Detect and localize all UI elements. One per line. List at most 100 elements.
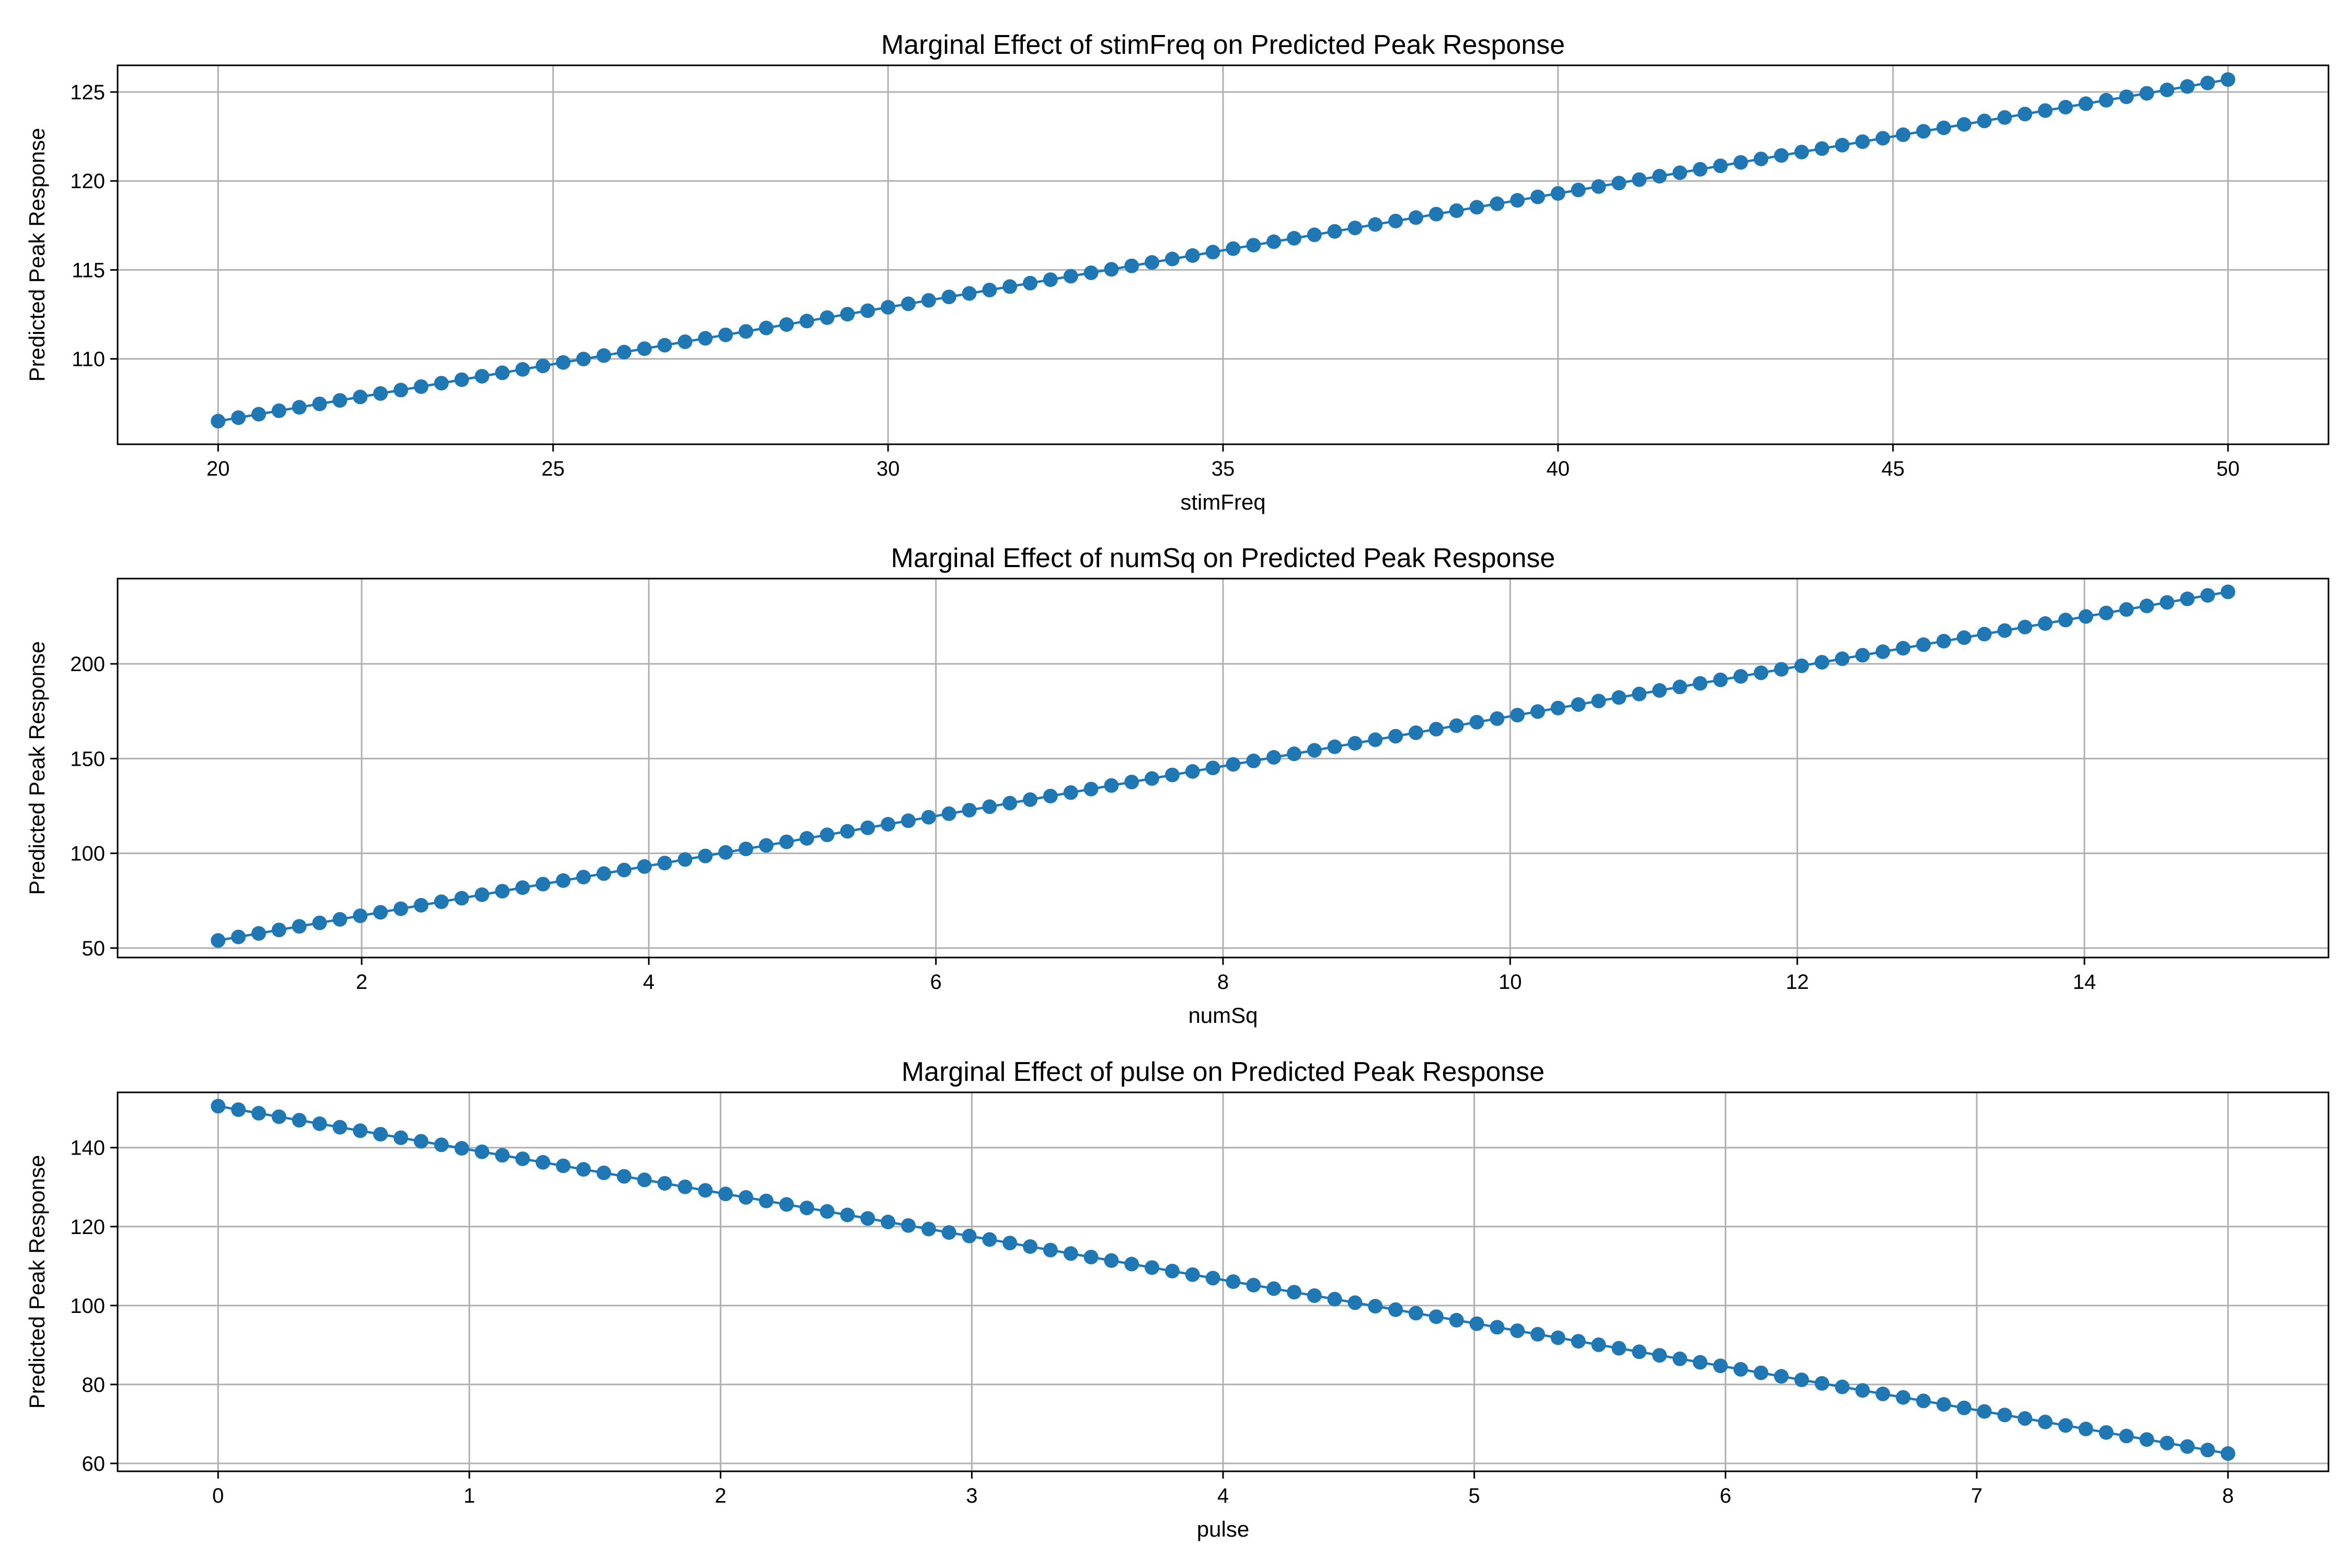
axes-frame	[117, 578, 2330, 959]
data-point	[1368, 217, 1383, 232]
data-point	[2220, 1446, 2235, 1461]
data-point	[1083, 1250, 1099, 1265]
data-point	[1205, 245, 1220, 260]
data-point	[1145, 255, 1159, 270]
data-point	[454, 1141, 469, 1156]
data-point	[1835, 137, 1850, 153]
data-point	[1936, 1397, 1951, 1412]
series	[211, 584, 2235, 948]
data-point	[1673, 165, 1687, 180]
data-point	[617, 862, 632, 878]
data-point	[1063, 785, 1078, 800]
data-point	[901, 1218, 916, 1233]
data-point	[921, 1221, 936, 1237]
data-point	[1165, 1263, 1180, 1278]
data-point	[657, 1176, 672, 1191]
data-point	[1550, 186, 1565, 201]
x-tick-label: 20	[206, 457, 230, 480]
data-point	[434, 376, 449, 391]
data-point	[1571, 697, 1586, 712]
data-point	[495, 365, 510, 381]
data-point	[962, 803, 977, 818]
x-tick-label: 35	[1212, 457, 1235, 480]
x-tick-label: 1	[464, 1484, 475, 1507]
data-point	[1409, 1306, 1423, 1321]
data-point	[677, 334, 693, 349]
data-point	[1388, 1302, 1403, 1317]
data-point	[1347, 221, 1363, 236]
data-point	[1692, 162, 1708, 177]
data-point	[556, 355, 571, 370]
x-tick-label: 14	[2073, 971, 2096, 994]
data-point	[1875, 644, 1890, 659]
data-point	[2119, 1428, 2134, 1444]
data-point	[2078, 609, 2093, 624]
data-point	[1774, 662, 1789, 677]
data-point	[515, 1151, 530, 1167]
x-axis-label: stimFreq	[1180, 490, 1265, 514]
chart-title: Marginal Effect of stimFreq on Predicted…	[881, 30, 1565, 60]
y-tick-label: 200	[70, 653, 105, 676]
data-point	[413, 898, 429, 913]
data-point	[1165, 251, 1180, 267]
x-tick-label: 12	[1785, 971, 1809, 994]
subplot-stimfreq: Marginal Effect of stimFreq on Predicted…	[25, 30, 2330, 514]
data-point	[1530, 189, 1546, 204]
data-point	[1997, 1408, 2012, 1423]
data-point	[1956, 630, 1971, 645]
data-point	[617, 344, 632, 360]
data-point	[698, 848, 713, 863]
data-point	[1652, 1348, 1667, 1363]
data-point	[1571, 1334, 1586, 1349]
x-tick-label: 6	[930, 971, 942, 994]
data-point	[1794, 658, 1809, 673]
data-point	[840, 307, 855, 322]
data-point	[535, 359, 550, 374]
data-point	[617, 1169, 632, 1184]
data-point	[840, 1207, 855, 1223]
data-point	[1124, 258, 1139, 273]
data-point	[2160, 1435, 2175, 1450]
y-tick-label: 150	[70, 747, 105, 770]
data-point	[576, 1162, 591, 1177]
data-point	[779, 834, 794, 849]
data-point	[982, 799, 997, 814]
data-point	[1673, 679, 1687, 695]
data-point	[1875, 131, 1890, 146]
data-point	[1855, 134, 1870, 149]
x-tick-label: 50	[2216, 457, 2240, 480]
data-point	[1287, 1285, 1301, 1300]
x-tick-label: 0	[212, 1484, 224, 1507]
data-point	[1530, 704, 1546, 719]
data-point	[1368, 1299, 1383, 1314]
data-point	[1043, 789, 1058, 804]
data-point	[1916, 637, 1931, 652]
data-point	[1428, 206, 1444, 222]
data-point	[759, 838, 774, 853]
data-point	[1043, 272, 1058, 287]
data-point	[1327, 1292, 1342, 1307]
data-point	[596, 1166, 612, 1180]
data-point	[271, 403, 286, 418]
data-point	[779, 1197, 794, 1212]
data-point	[799, 314, 814, 329]
data-point	[1287, 746, 1301, 762]
data-point	[677, 852, 693, 867]
data-point	[2038, 103, 2053, 118]
data-point	[1794, 144, 1809, 159]
subplot-pulse: Marginal Effect of pulse on Predicted Pe…	[25, 1057, 2330, 1541]
data-point	[332, 1120, 348, 1135]
x-tick-label: 3	[966, 1484, 977, 1507]
data-point	[1449, 718, 1464, 733]
data-point	[1023, 792, 1037, 807]
data-point	[1002, 795, 1018, 811]
x-tick-label: 45	[1882, 457, 1905, 480]
data-point	[2099, 605, 2114, 620]
data-point	[1145, 1260, 1159, 1275]
x-tick-label: 2	[715, 1484, 727, 1507]
data-point	[2139, 1432, 2154, 1447]
data-point	[1997, 623, 2012, 638]
data-point	[962, 1228, 977, 1243]
data-point	[1409, 725, 1423, 740]
data-point	[637, 341, 652, 356]
